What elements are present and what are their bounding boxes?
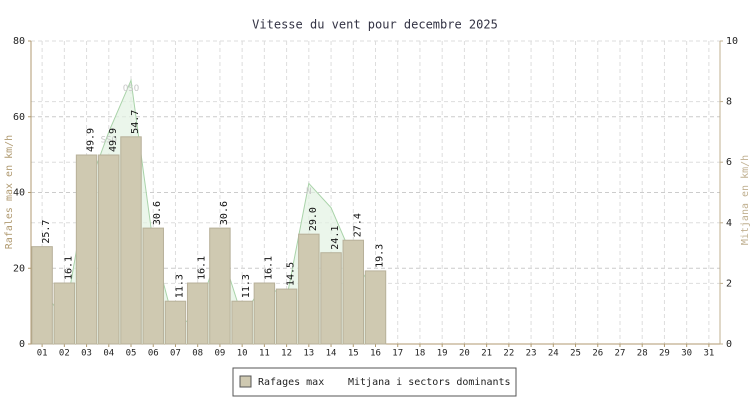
bar: [120, 136, 142, 345]
chart-title: Vitesse du vent pour decembre 2025: [252, 18, 498, 32]
value-label: 30.6: [219, 201, 230, 225]
x-tick-label: 20: [459, 349, 470, 359]
y-tick-label: 60: [13, 112, 25, 123]
bar: [231, 300, 253, 345]
value-label: 19.3: [375, 244, 386, 268]
y2-tick-label: 10: [726, 36, 738, 47]
bar: [53, 282, 76, 345]
x-tick-label: 23: [526, 349, 537, 359]
bar: [31, 246, 53, 345]
value-label: 54.7: [130, 110, 141, 134]
legend-swatch: [239, 375, 252, 388]
x-tick-label: 16: [370, 349, 381, 359]
bar: [186, 282, 209, 345]
y-axis-label: Rafales max en km/h: [4, 135, 15, 249]
value-label: 24.1: [330, 226, 341, 250]
bar: [253, 282, 276, 345]
line: [41, 78, 376, 330]
x-tick-label: 02: [59, 349, 70, 359]
x-tick-label: 01: [37, 349, 48, 359]
x-tick-label: 30: [681, 349, 692, 359]
x-tick-label: 04: [103, 349, 114, 359]
value-label: 29.0: [308, 207, 319, 231]
y-tick-label: 20: [13, 263, 25, 274]
x-tick-label: 25: [570, 349, 581, 359]
x-tick-label: 31: [703, 349, 714, 359]
bar: [209, 227, 231, 345]
x-tick-label: 26: [592, 349, 603, 359]
value-label: 16.1: [197, 256, 208, 280]
x-tick-label: 11: [259, 349, 270, 359]
x-tick-label: 17: [392, 349, 403, 359]
bar: [342, 239, 364, 345]
x-tick-label: 09: [214, 349, 225, 359]
value-label: 49.9: [108, 128, 119, 152]
bar: [298, 233, 320, 345]
bar: [75, 154, 98, 345]
value-label: 16.1: [63, 256, 74, 280]
bar: [98, 154, 120, 345]
x-tick-label: 12: [281, 349, 292, 359]
x-tick-label: 27: [615, 349, 626, 359]
value-label: 30.6: [152, 201, 163, 225]
x-tick-label: 18: [415, 349, 426, 359]
value-label: 27.4: [352, 213, 363, 237]
sector-label: N: [306, 187, 311, 197]
x-tick-label: 07: [170, 349, 181, 359]
x-tick-label: 19: [437, 349, 448, 359]
x-tick-label: 29: [659, 349, 670, 359]
y-tick-label: 40: [13, 188, 25, 199]
x-tick-label: 22: [503, 349, 514, 359]
x-tick-label: 14: [326, 349, 337, 359]
y2-tick-label: 8: [726, 97, 732, 108]
value-label: 49.9: [86, 128, 97, 152]
value-label: 16.1: [263, 256, 274, 280]
x-tick-label: 03: [81, 349, 92, 359]
y2-tick-label: 6: [726, 157, 732, 168]
x-tick-label: 21: [481, 349, 492, 359]
legend-label: Mitjana i sectors dominants: [348, 377, 511, 388]
x-tick-label: 08: [192, 349, 203, 359]
sector-label: SSO: [101, 135, 117, 145]
bar: [164, 300, 187, 345]
x-tick-label: 28: [637, 349, 648, 359]
legend-box: [232, 367, 517, 397]
x-tick-label: 24: [548, 349, 559, 359]
bar: [364, 270, 387, 345]
value-label: 14.5: [286, 262, 297, 286]
bar: [320, 252, 342, 345]
value-label: 11.3: [241, 274, 252, 298]
x-tick-label: 13: [303, 349, 314, 359]
value-label: 25.7: [41, 220, 52, 244]
value-label: 11.3: [174, 274, 185, 298]
bar: [275, 288, 298, 345]
x-tick-label: 05: [126, 349, 137, 359]
x-tick-label: 10: [237, 349, 248, 359]
y-tick-label: 0: [19, 339, 25, 350]
bar: [142, 227, 164, 345]
x-tick-label: 15: [348, 349, 359, 359]
legend-label: Rafages max: [258, 377, 324, 388]
y2-tick-label: 4: [726, 218, 732, 229]
sector-label: OSO: [123, 84, 139, 94]
y2-tick-label: 2: [726, 278, 732, 289]
y2-axis-label: Mitjana en km/h: [740, 155, 750, 245]
y2-tick-label: 0: [726, 339, 732, 350]
y-tick-label: 80: [13, 36, 25, 47]
x-tick-label: 06: [148, 349, 159, 359]
